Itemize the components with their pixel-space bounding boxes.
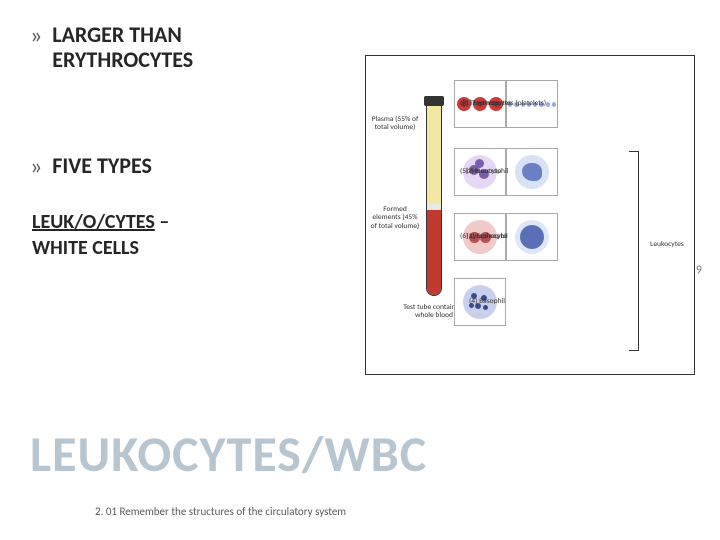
formed-layer [427,210,441,295]
bullet-marker: » [30,155,42,179]
lymphocyte-label: (6) Lymphocyte [454,233,507,241]
plasma-label: Plasma (55% of total volume) [370,116,420,133]
cell-row-2: (2) Neutrophil (5) Monocyte [454,146,689,198]
test-tube [426,96,442,296]
tube-cap [424,96,444,106]
plasma-layer [427,106,441,204]
blood-diagram: Plasma (55% of total volume) Formed elem… [365,55,695,375]
cell-row-3: (3) Eosinophil (6) Lymphocyte [454,211,689,263]
tube-body [426,106,442,296]
formed-label: Formed elements (45% of total volume) [370,206,420,231]
leukocyte-bracket [629,151,639,351]
cell-row-4: (4) Basophil [454,276,689,328]
monocyte-label: (5) Monocyte [454,168,501,176]
bullet-marker: » [30,24,42,48]
page-title: LEUKOCYTES/WBC [30,424,427,485]
slide: » LARGER THAN ERYTHROCYTES » FIVE TYPES … [0,0,720,540]
bullet-text-2: FIVE TYPES [52,153,152,178]
sub-line2: WHITE CELLS [32,236,139,260]
basophil-label: (4) Basophil [454,298,516,306]
bullet-text-1: LARGER THAN ERYTHROCYTES [52,22,282,73]
leukocyte-group-label: Leukocytes [642,241,692,249]
cell-row-1: [1] Erythrocytes (7) Thrombocytes (plate… [454,78,689,130]
sub-underlined: LEUK/O/CYTES [32,210,155,234]
page-number: 9 [696,263,702,277]
sub-rest: – [155,210,169,234]
thrombocyte-label: (7) Thrombocytes (platelets) [454,100,546,108]
footer-text: 2. 01 Remember the structures of the cir… [95,505,346,518]
